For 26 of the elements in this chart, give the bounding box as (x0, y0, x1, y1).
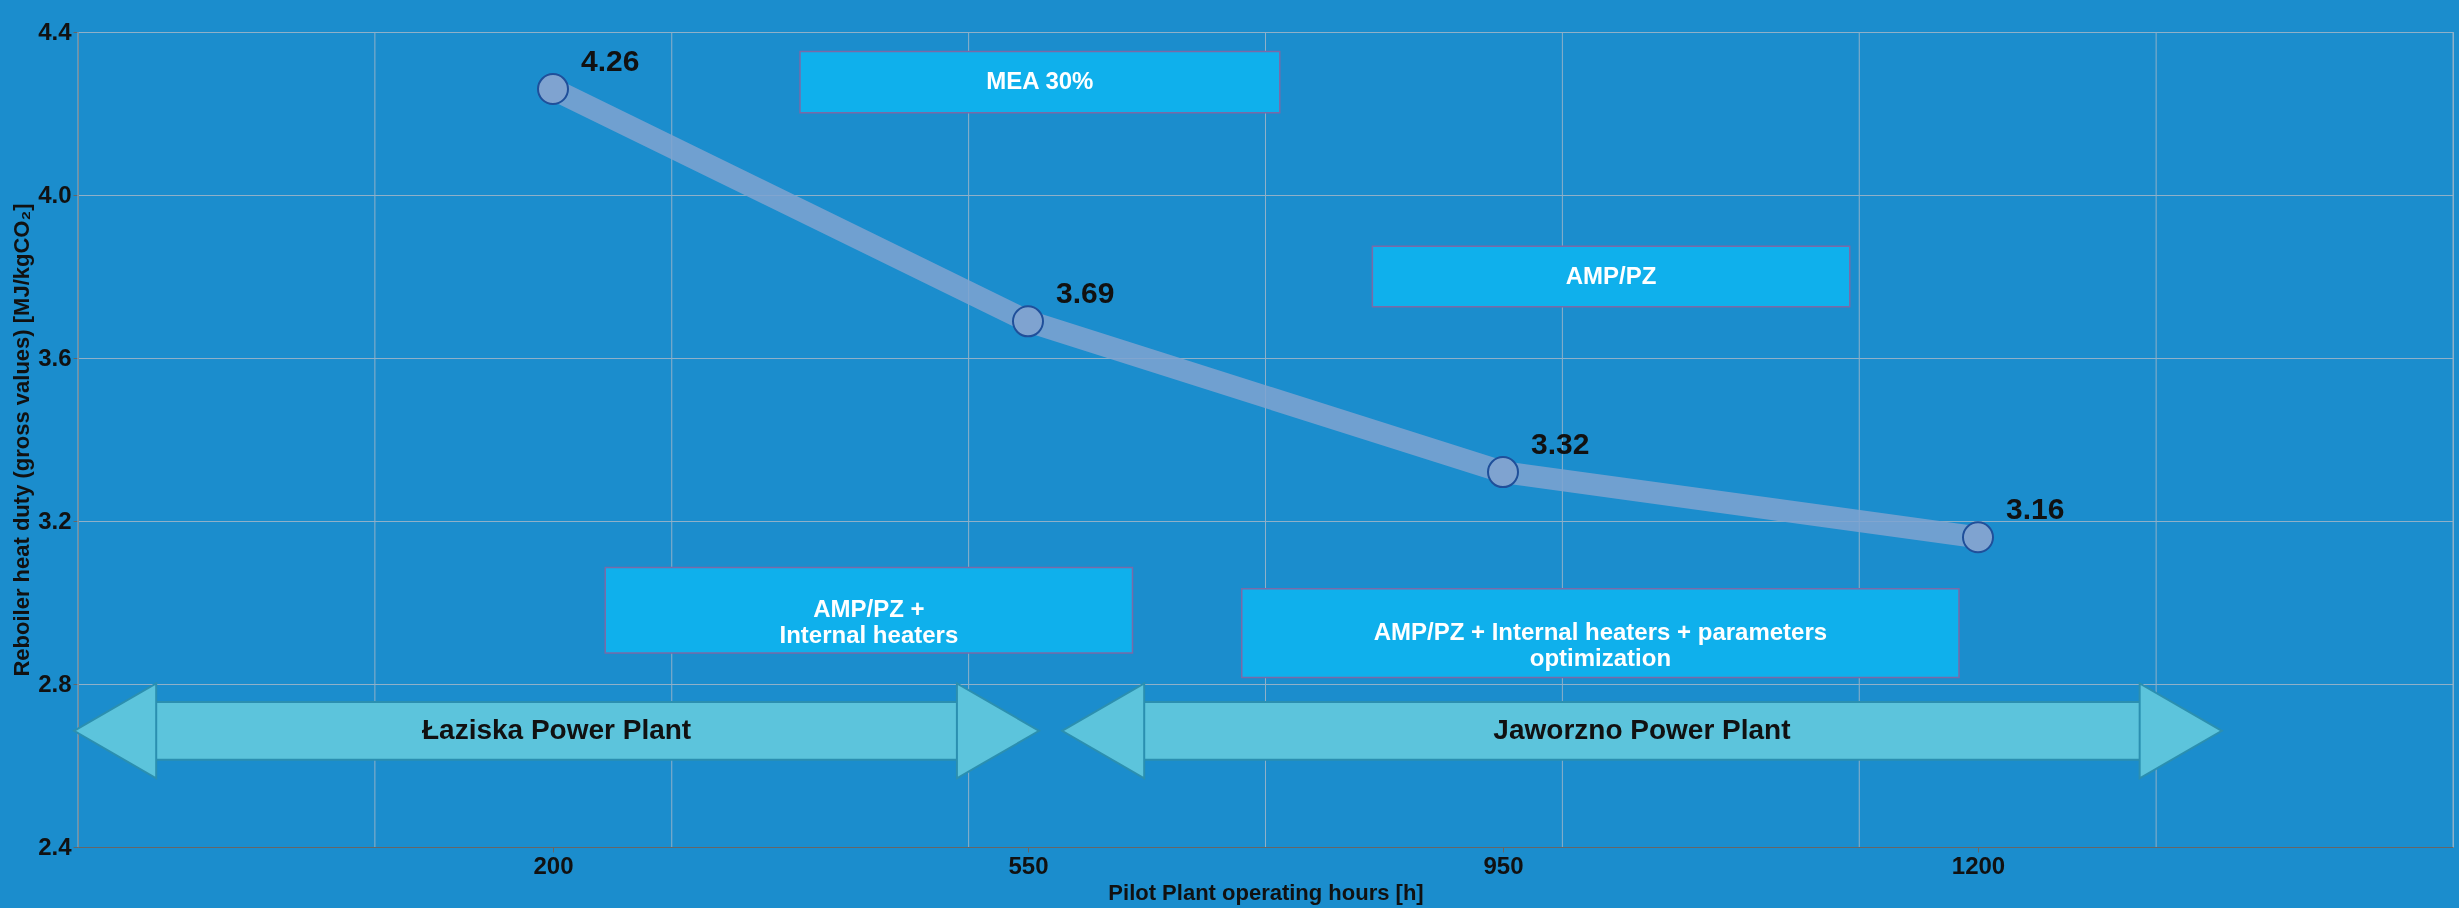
annotation: Jaworzno Power Plant (1493, 713, 1791, 745)
y-tick-label: 4.0 (38, 180, 72, 208)
y-tick-label: 3.6 (38, 343, 72, 371)
point (537, 73, 569, 106)
annotation: MEA 30% (986, 67, 1094, 95)
data-label: 3.16 (2006, 492, 2065, 526)
y-tick-label: 2.8 (38, 669, 72, 697)
annotation: Łaziska Power Plant (421, 713, 692, 745)
x-tick-label: 200 (533, 851, 574, 879)
x-tick-label: 550 (1008, 851, 1049, 879)
annotation: AMP/PZ + Internal heaters + parameters optimization (1373, 618, 1828, 672)
y-axis-title: Reboiler heat duty (gross values) [MJ/kgCO₂] (9, 203, 35, 677)
point (1962, 521, 1994, 554)
y-tick-label: 3.2 (38, 506, 72, 534)
annotation: AMP/PZ + Internal heaters (779, 595, 959, 649)
data-label: 3.69 (1056, 276, 1115, 310)
point (1012, 305, 1044, 338)
data-label: 3.32 (1531, 427, 1590, 461)
data-label: 4.26 (581, 44, 640, 78)
x-tick-label: 1200 (1951, 851, 2006, 879)
y-tick-label: 2.4 (38, 832, 73, 860)
point (1487, 456, 1519, 489)
x-tick-label: 950 (1483, 851, 1524, 879)
y-tick-label: 4.4 (38, 17, 73, 45)
annotation: AMP/PZ (1565, 261, 1657, 289)
x-axis-title: Pilot Plant operating hours [h] (1108, 879, 1424, 905)
